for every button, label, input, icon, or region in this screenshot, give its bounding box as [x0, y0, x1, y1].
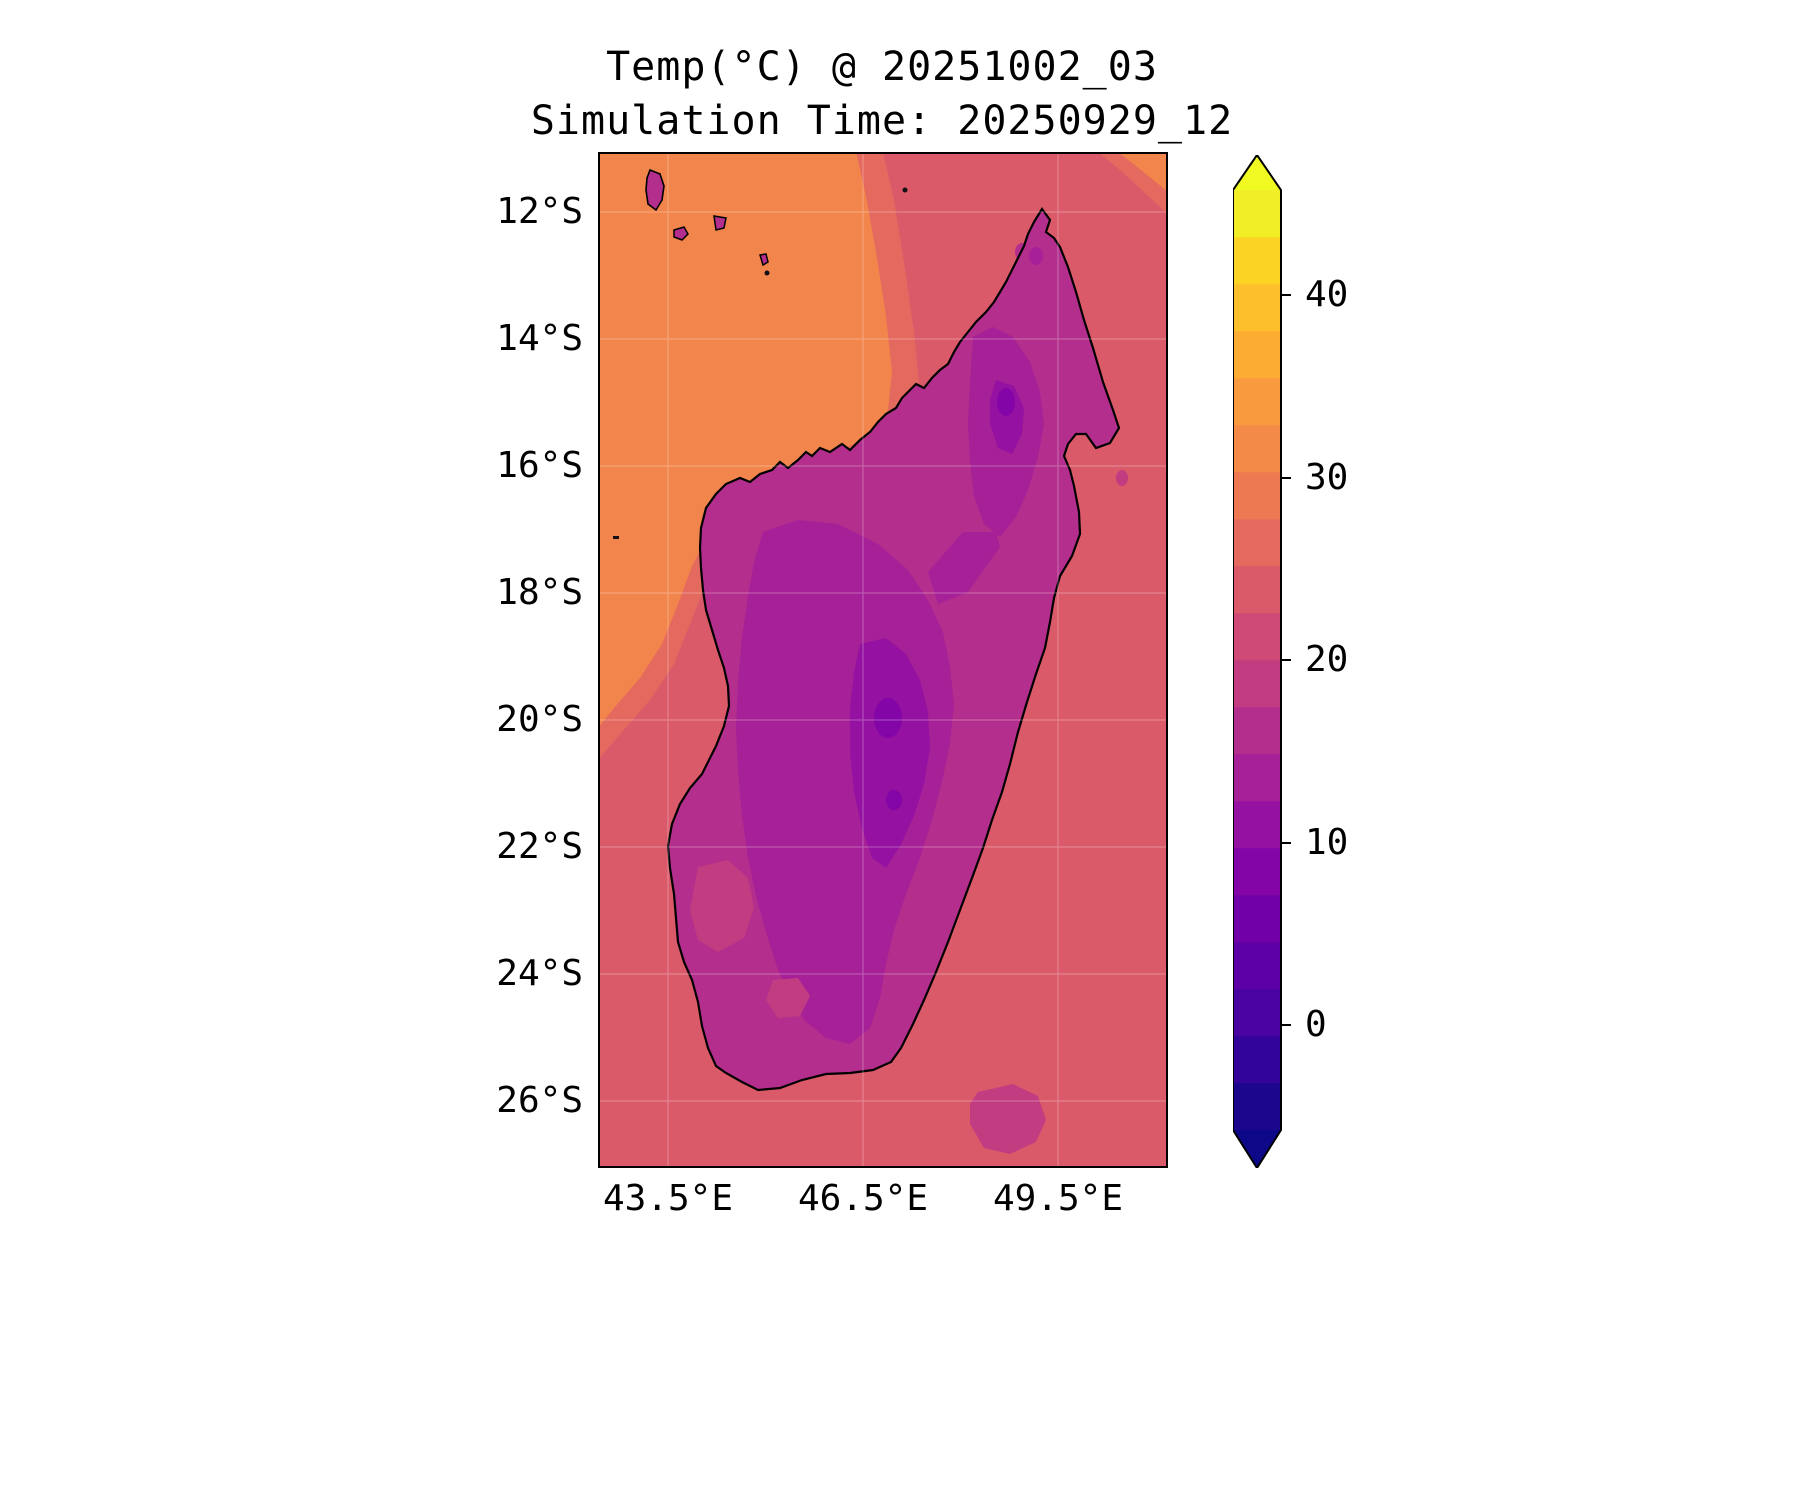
y-tick-label: 16°S	[496, 445, 583, 486]
south-mild-patch	[766, 978, 810, 1018]
central-cold-core-region	[850, 638, 930, 868]
anjouan-island	[713, 215, 727, 231]
chart-title: Temp(°C) @ 20251002_03	[606, 44, 1158, 90]
y-tick-label: 18°S	[496, 572, 583, 613]
madagascar-coastline	[666, 207, 1121, 1092]
grande-comore-island	[645, 168, 665, 212]
plot-border	[598, 152, 1168, 1168]
colorbar-tick-label: 30	[1305, 457, 1349, 498]
colorbar-tick-label: 20	[1305, 639, 1349, 680]
chart-subtitle: Simulation Time: 20250929_12	[530, 98, 1234, 144]
y-tick-label: 22°S	[496, 826, 583, 867]
coldest-pocket-central	[874, 698, 902, 738]
colorbar-tick-marks	[1281, 294, 1291, 1026]
colorbar-tick-label: 0	[1305, 1004, 1327, 1045]
coldest-pocket-north	[997, 388, 1015, 416]
map-plot-area	[598, 152, 1168, 1168]
colorbar-tick-label: 40	[1305, 274, 1349, 315]
coldest-pocket-central-2	[886, 790, 902, 810]
y-tick-label: 14°S	[496, 318, 583, 359]
highland-bridge-region	[928, 532, 1000, 604]
west-islet-dash	[613, 536, 619, 539]
north-tip-cool-dot	[1029, 247, 1043, 265]
island-interior-contours	[690, 247, 1044, 1044]
colorbar: 40 30 20 10 0	[1232, 153, 1463, 1170]
ocean-islet-dot	[902, 187, 908, 193]
east-ocean-cool-dot	[1116, 470, 1128, 486]
colorbar-svg	[1232, 153, 1291, 1170]
colorbar-tick-label: 10	[1305, 822, 1349, 863]
map-svg	[598, 152, 1168, 1168]
map-gridlines	[598, 152, 1168, 1168]
warm-ocean-corner-region	[1118, 152, 1168, 192]
warm-ocean-region	[598, 152, 892, 728]
x-tick-label: 49.5°E	[992, 1178, 1124, 1219]
y-tick-label: 26°S	[496, 1080, 583, 1121]
y-tick-label: 12°S	[496, 191, 583, 232]
mayotte-island	[759, 253, 769, 267]
y-tick-label: 24°S	[496, 953, 583, 994]
x-tick-label: 43.5°E	[602, 1178, 734, 1219]
se-ocean-cool-patch	[970, 1084, 1046, 1154]
colorbar-bands	[1233, 155, 1281, 1168]
y-tick-label: 20°S	[496, 699, 583, 740]
southwest-mild-patch	[690, 860, 754, 952]
x-tick-label: 46.5°E	[797, 1178, 929, 1219]
moheli-island	[673, 226, 689, 241]
mayotte-islet-dot	[764, 270, 770, 276]
